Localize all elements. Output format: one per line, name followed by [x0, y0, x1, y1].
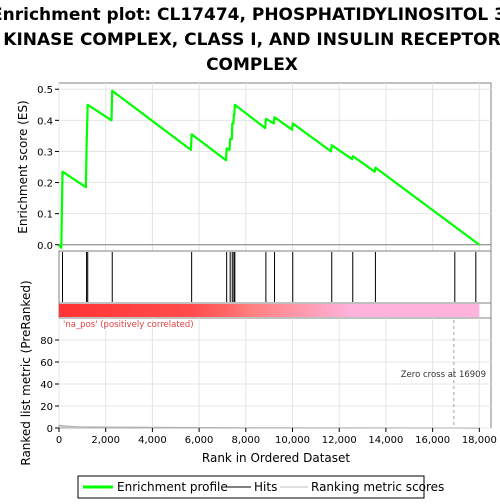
chart-title-line-1: Enrichment plot: CL17474, PHOSPHATIDYLIN… [0, 5, 500, 25]
legend-hits-label: Hits [254, 480, 277, 494]
metric-y-tick-label: 60 [40, 358, 53, 369]
metric-x-ticks: 0 2,000 4,000 6,000 8,000 10,000 12,000 14,000 1… [56, 428, 497, 446]
es-y-tick-label: 0.4 [37, 116, 53, 127]
x-tick-label: 12,000 [322, 435, 357, 446]
metric-y-ticks: 0 20 40 60 80 [40, 336, 59, 435]
es-curve-group [58, 89, 480, 249]
x-tick-label: 2,000 [91, 435, 120, 446]
x-tick-label: 14,000 [368, 435, 403, 446]
x-tick-label: 18,000 [462, 435, 497, 446]
positive-correlation-label: 'na_pos' (positively correlated) [63, 320, 194, 330]
es-panel-frame [58, 82, 492, 252]
legend-enrichment-label: Enrichment profile [117, 480, 228, 494]
es-y-tick-label: 0.0 [37, 241, 53, 252]
x-tick-label: 0 [56, 435, 62, 446]
x-tick-label: 4,000 [138, 435, 167, 446]
metric-y-tick-label: 40 [40, 380, 53, 391]
chart-title-line-2: KINASE COMPLEX, CLASS I, AND INSULIN REC… [3, 30, 500, 50]
metric-y-tick-label: 0 [47, 424, 53, 435]
es-y-tick-label: 0.5 [37, 85, 53, 96]
x-tick-label: 8,000 [231, 435, 260, 446]
enrichment-profile-line [58, 89, 480, 249]
metric-y-tick-label: 80 [40, 336, 53, 347]
zero-cross-label: Zero cross at 16909 [401, 370, 486, 380]
x-tick-label: 10,000 [275, 435, 310, 446]
rank-color-bar [59, 304, 480, 317]
es-y-tick-label: 0.1 [37, 210, 53, 221]
legend-metric-label: Ranking metric scores [311, 480, 444, 494]
x-axis-label: Rank in Ordered Dataset [202, 451, 350, 465]
es-y-tick-label: 0.2 [37, 179, 53, 190]
hits-group [62, 252, 477, 302]
es-y-tick-label: 0.3 [37, 147, 53, 158]
es-y-ticks: 0.0 0.1 0.2 0.3 0.4 0.5 [37, 85, 59, 252]
x-tick-label: 16,000 [415, 435, 450, 446]
x-tick-label: 6,000 [185, 435, 214, 446]
metric-y-tick-label: 20 [40, 402, 53, 413]
metric-y-axis-label: Ranked list metric (PreRanked) [19, 280, 33, 465]
chart-title-line-3: COMPLEX [206, 55, 298, 75]
es-y-axis-label: Enrichment score (ES) [16, 100, 30, 233]
metric-panel-frame [58, 317, 492, 429]
